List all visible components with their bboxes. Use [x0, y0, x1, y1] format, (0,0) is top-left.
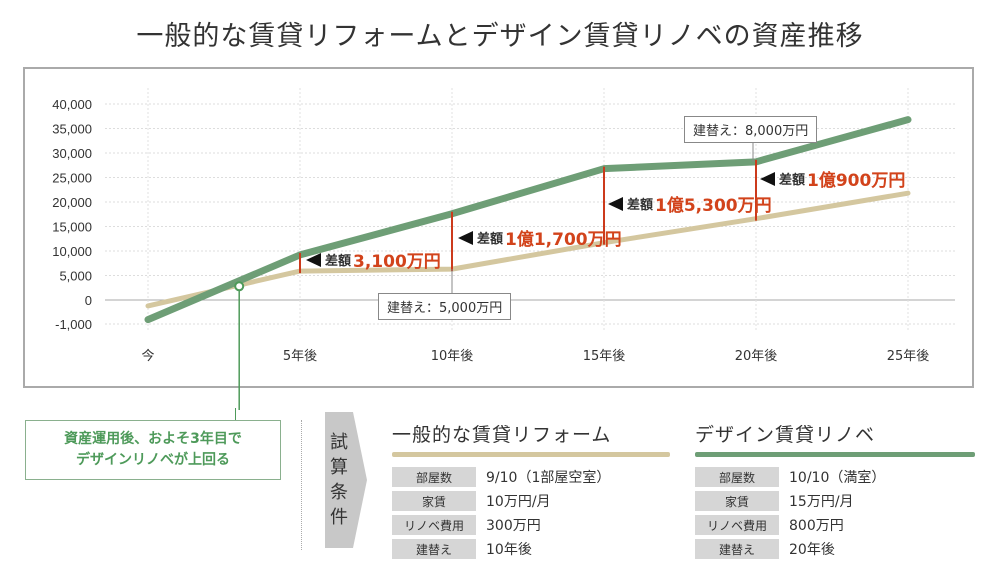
series-lines [144, 116, 912, 324]
condition-row: リノベ費用 800万円 [695, 513, 975, 537]
y-tick-label: 35,000 [52, 122, 92, 137]
y-tick-label: 15,000 [52, 220, 92, 235]
y-tick-label: 10,000 [52, 244, 92, 259]
y-tick-label: 25,000 [52, 171, 92, 186]
divider [301, 420, 302, 550]
conditions-label: 試 算 条 件 [325, 412, 353, 548]
crossover-leader-tail [235, 408, 236, 420]
series-line-1 [144, 116, 912, 324]
conditions-arrow-shape [353, 412, 367, 548]
y-tick-label: 5,000 [59, 269, 92, 284]
left-arrow-icon [608, 196, 623, 211]
left-arrow-icon [458, 230, 473, 245]
general-legend-line [392, 452, 670, 457]
condition-row: 建替え 20年後 [695, 537, 975, 561]
x-tick-label: 5年後 [283, 349, 317, 364]
asset-line-chart: 40,000 35,000 30,000 25,000 20,000 15,000 10,0… [23, 67, 974, 410]
left-arrow-icon [306, 252, 321, 267]
rebuild-callout-green: 建替え：8,000万円 [684, 116, 818, 143]
x-tick-labels: 今 5年後 10年後 15年後 20年後 25年後 [141, 348, 929, 364]
diff-label-20y: 差額 1億900万円 [760, 166, 905, 191]
condition-row: 家賃 15万円/月 [695, 489, 975, 513]
x-tick-label: 25年後 [887, 349, 930, 364]
page-title: 一般的な賃貸リフォームとデザイン賃貸リノベの資産推移 [136, 21, 864, 52]
x-tick-label: 今 [141, 348, 154, 364]
condition-row: 部屋数 9/10（1部屋空室） [392, 465, 670, 489]
y-tick-label: 0 [85, 293, 92, 308]
y-tick-label: 30,000 [52, 146, 92, 161]
diff-label-15y: 差額 1億5,300万円 [608, 191, 772, 216]
condition-row: 部屋数 10/10（満室） [695, 465, 975, 489]
y-tick-label: -1,000 [55, 317, 92, 332]
condition-row: 建替え 10年後 [392, 537, 670, 561]
y-tick-labels: 40,000 35,000 30,000 25,000 20,000 15,000 10,0… [52, 97, 92, 332]
y-tick-label: 20,000 [52, 195, 92, 210]
left-arrow-icon [760, 171, 775, 186]
x-tick-label: 20年後 [735, 349, 778, 364]
diff-markers [234, 136, 757, 410]
y-tick-label: 40,000 [52, 97, 92, 112]
crossover-point [234, 281, 245, 292]
diff-label-5y: 差額 3,100万円 [306, 247, 441, 272]
x-tick-label: 15年後 [583, 349, 626, 364]
grid [105, 88, 955, 332]
crossover-note: 資産運用後、およそ3年目で デザインリノベが上回る [25, 420, 281, 480]
design-panel-title: デザイン賃貸リノベ [695, 424, 876, 446]
rebuild-callout-beige: 建替え：5,000万円 [378, 293, 512, 320]
design-conditions-panel: デザイン賃貸リノベ 部屋数 10/10（満室） 家賃 15万円/月 リノベ費用 800… [695, 420, 975, 561]
general-conditions-panel: 一般的な賃貸リフォーム 部屋数 9/10（1部屋空室） 家賃 10万円/月 リノベ費… [392, 420, 670, 561]
x-tick-label: 10年後 [431, 349, 474, 364]
general-panel-title: 一般的な賃貸リフォーム [392, 424, 612, 446]
series-line-0 [145, 190, 911, 309]
condition-row: 家賃 10万円/月 [392, 489, 670, 513]
diff-label-10y: 差額 1億1,700万円 [458, 225, 622, 250]
design-legend-line [695, 452, 975, 457]
condition-row: リノベ費用 300万円 [392, 513, 670, 537]
